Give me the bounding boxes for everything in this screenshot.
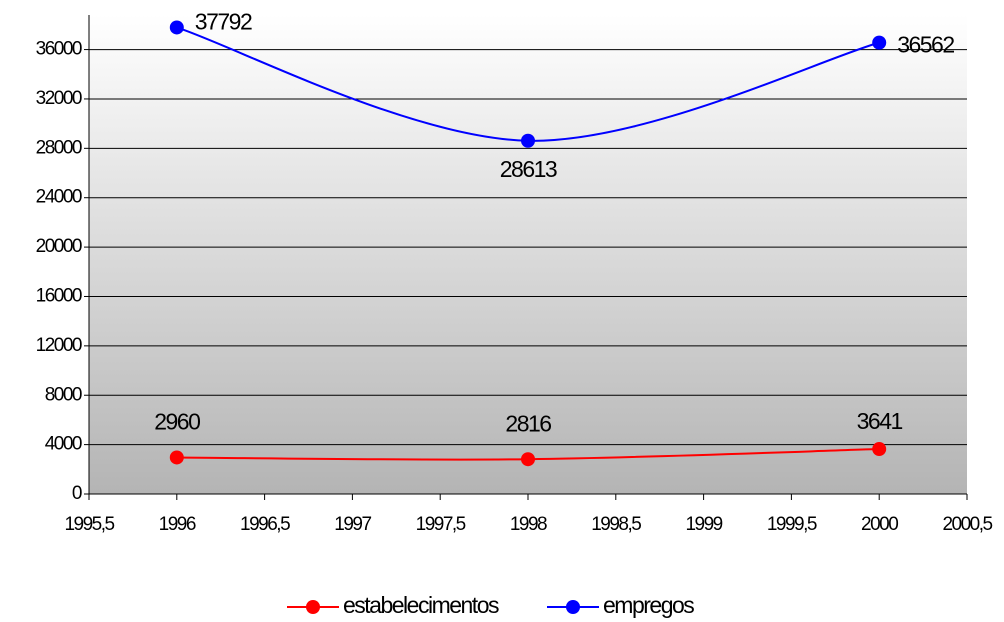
marker bbox=[169, 20, 184, 35]
y-tick-label: 12000 bbox=[36, 335, 82, 356]
y-tick-label: 8000 bbox=[45, 384, 82, 405]
y-tick-label: 16000 bbox=[36, 285, 82, 306]
x-tick-label: 1996 bbox=[159, 514, 196, 535]
legend-marker bbox=[306, 600, 320, 614]
data-label: 36562 bbox=[897, 32, 954, 58]
legend-label: estabelecimentos bbox=[343, 592, 499, 618]
marker bbox=[521, 133, 535, 148]
x-tick-label: 1998,5 bbox=[591, 514, 641, 535]
x-tick-label: 2000,5 bbox=[942, 514, 992, 535]
data-label: 3641 bbox=[857, 408, 903, 434]
x-tick-label: 1996,5 bbox=[240, 514, 290, 535]
y-tick-label: 32000 bbox=[36, 88, 82, 109]
data-label: 28613 bbox=[500, 156, 557, 182]
y-tick-label: 28000 bbox=[36, 137, 82, 158]
legend-label: empregos bbox=[603, 592, 694, 618]
marker bbox=[872, 442, 887, 457]
x-tick-label: 1999 bbox=[685, 514, 722, 535]
x-tick-label: 1997 bbox=[334, 514, 371, 535]
plot-area bbox=[89, 15, 967, 494]
x-tick-label: 1998 bbox=[510, 514, 547, 535]
marker bbox=[169, 450, 184, 465]
y-tick-label: 4000 bbox=[45, 434, 82, 455]
y-tick-label: 24000 bbox=[36, 187, 82, 208]
y-tick-label: 0 bbox=[72, 483, 82, 504]
legend-marker bbox=[566, 600, 580, 614]
data-label: 2816 bbox=[505, 410, 551, 436]
x-tick-label: 1997,5 bbox=[416, 514, 466, 535]
y-tick-label: 20000 bbox=[36, 236, 82, 257]
marker bbox=[521, 452, 535, 467]
data-label: 37792 bbox=[195, 9, 252, 35]
x-tick-label: 1995,5 bbox=[64, 514, 114, 535]
y-tick-label: 36000 bbox=[36, 39, 82, 60]
data-label: 2960 bbox=[154, 409, 200, 435]
marker bbox=[872, 35, 887, 50]
x-tick-label: 1999,5 bbox=[767, 514, 817, 535]
x-tick-label: 2000 bbox=[861, 514, 898, 535]
